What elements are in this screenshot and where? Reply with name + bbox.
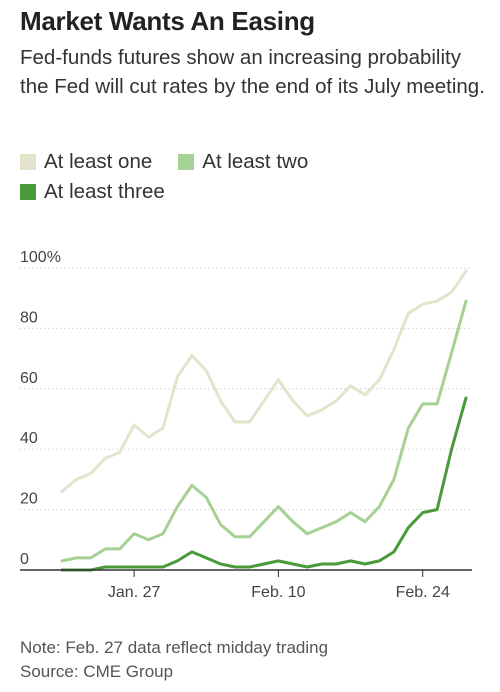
- y-tick-label: 80: [20, 309, 38, 326]
- chart-title: Market Wants An Easing: [20, 6, 315, 36]
- series-line-at-least-one: [60, 269, 468, 493]
- x-tick-label: Jan. 27: [108, 584, 161, 601]
- series-line-at-least-two: [60, 299, 468, 563]
- legend-item-at-least-one: At least one: [20, 150, 152, 174]
- x-tick-label: Feb. 10: [251, 584, 305, 601]
- note-text: Note: Feb. 27 data reflect midday tradin…: [20, 638, 329, 657]
- legend-label-at-least-two: At least two: [202, 150, 309, 173]
- series-line-at-least-three: [60, 396, 468, 572]
- footnote: Note: Feb. 27 data reflect midday tradin…: [20, 636, 328, 684]
- source-text: Source: CME Group: [20, 662, 174, 681]
- legend-swatch-at-least-two: [178, 154, 195, 170]
- y-tick-label: 20: [20, 491, 38, 508]
- y-tick-label: 0: [20, 551, 29, 568]
- line-chart: 0 20 40 60 80 100% Jan. 27 Feb. 10 Feb. 24: [20, 249, 472, 601]
- y-tick-label: 60: [20, 370, 38, 387]
- legend-item-at-least-two: At least two: [178, 150, 308, 174]
- y-tick-label: 40: [20, 430, 38, 447]
- legend: At least one At least two At least three: [20, 147, 334, 207]
- y-tick-label: 100%: [20, 249, 61, 266]
- chart-subtitle: Fed-funds futures show an increasing pro…: [20, 46, 485, 98]
- legend-item-at-least-three: At least three: [20, 180, 165, 204]
- x-tick-label: Feb. 24: [396, 584, 450, 601]
- legend-label-at-least-one: At least one: [44, 150, 153, 173]
- legend-swatch-at-least-three: [20, 184, 36, 200]
- legend-label-at-least-three: At least three: [44, 180, 165, 203]
- legend-swatch-at-least-one: [20, 154, 36, 170]
